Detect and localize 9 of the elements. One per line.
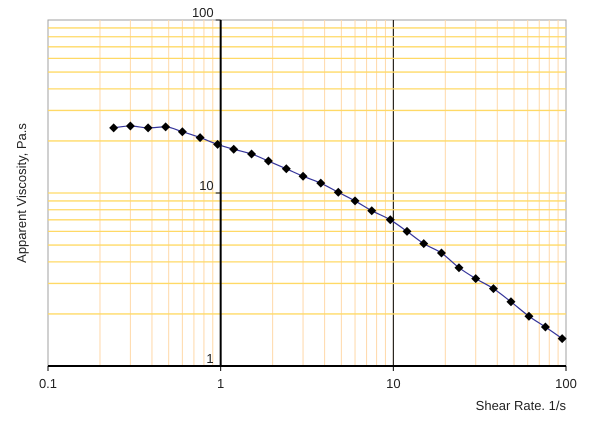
x-tick-label: 100 [555,376,577,391]
x-tick-label: 1 [217,376,224,391]
y-axis-title: Apparent Viscosity, Pa.s [14,122,29,263]
x-axis-title: Shear Rate. 1/s [476,398,566,413]
x-tick-label: 10 [386,376,401,391]
y-tick-label: 1 [206,351,214,366]
y-tick-label: 100 [192,5,214,20]
x-tick-label: 0.1 [38,376,58,391]
y-tick-label: 10 [199,178,214,193]
